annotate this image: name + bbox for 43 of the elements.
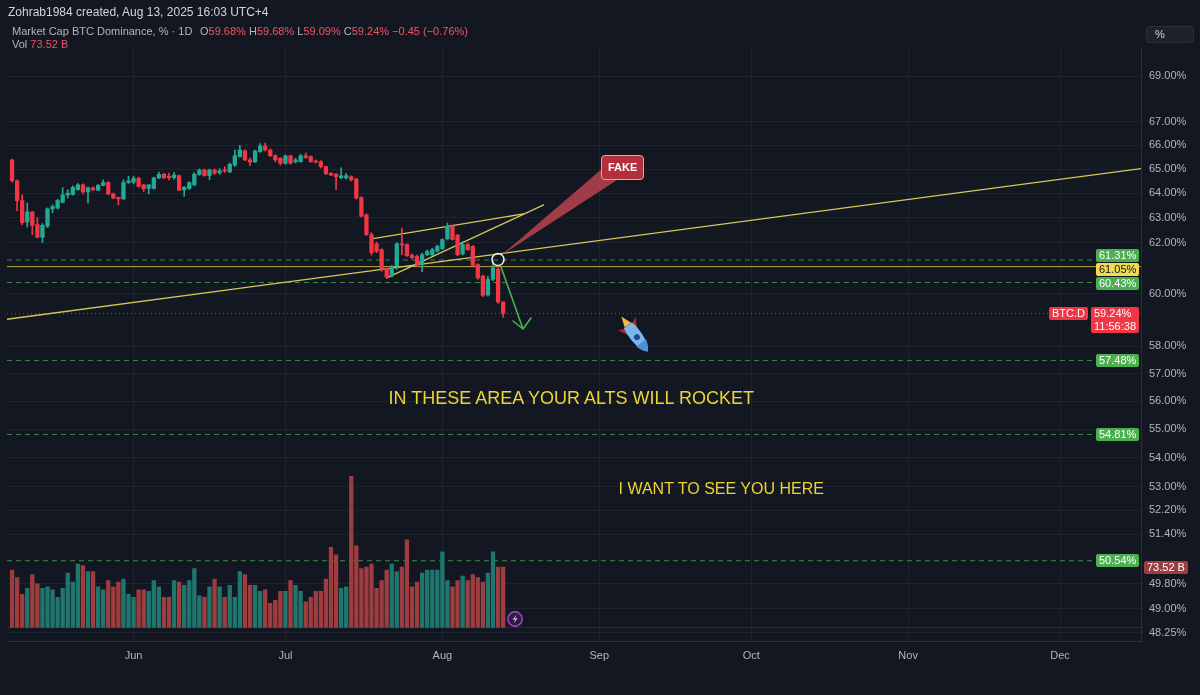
y-tick-label: 66.00% — [1149, 138, 1187, 151]
y-tick-label: 62.00% — [1149, 235, 1187, 248]
ref-line-label: 59.24% 11:56:38 — [1094, 306, 1137, 333]
ref-line-label: 61.05% — [1099, 263, 1137, 277]
y-tick-label: 60.00% — [1149, 286, 1187, 299]
ref-line-label: 61.31% — [1099, 249, 1137, 263]
y-tick-label: 48.25% — [1149, 625, 1187, 638]
annotation: FAKE — [601, 155, 645, 180]
x-tick-label: Jul — [278, 648, 293, 661]
x-tick-label: Sep — [589, 648, 610, 661]
y-tick-label: 64.00% — [1149, 186, 1187, 199]
x-tick-label: Jun — [124, 648, 143, 661]
percent-button: % — [1146, 26, 1194, 43]
annotation: I WANT TO SEE YOU HERE — [618, 480, 824, 499]
y-tick-label: 67.00% — [1149, 114, 1187, 127]
ref-line-label: 57.48% — [1099, 353, 1137, 367]
y-tick-label: 69.00% — [1149, 69, 1187, 82]
x-tick-label: Aug — [432, 648, 453, 661]
y-tick-label: 53.00% — [1149, 479, 1187, 492]
y-tick-label: 56.00% — [1149, 394, 1187, 407]
ref-line-label: 54.81% — [1099, 427, 1137, 441]
chart-title: Market Cap BTC Dominance, % · 1D — [12, 25, 193, 37]
x-tick-label: Nov — [898, 648, 919, 661]
x-tick-label: Oct — [742, 648, 760, 661]
ref-line-label: 50.54% — [1099, 554, 1137, 568]
y-tick-label: 57.00% — [1149, 366, 1187, 379]
y-tick-label: 54.00% — [1149, 450, 1187, 463]
y-tick-label: 49.80% — [1149, 576, 1187, 589]
chart-title: Vol 73.52 B — [12, 38, 69, 50]
text: O59.68% H59.68% L59.09% C59.24% −0.45 (−0.76%) — [200, 25, 468, 37]
text: Zohrab1984 created, Aug 13, 2025 16:03 UTC+4 — [8, 5, 269, 19]
text: 73.52 B — [1144, 560, 1188, 574]
y-tick-label: 58.00% — [1149, 339, 1187, 352]
y-tick-label: 51.40% — [1149, 527, 1187, 540]
y-tick-label: 52.20% — [1149, 503, 1187, 516]
y-tick-label: 63.00% — [1149, 210, 1187, 223]
y-tick-label: 49.00% — [1149, 601, 1187, 614]
annotation: BTC.D — [1049, 306, 1088, 320]
y-tick-label: 65.00% — [1149, 162, 1187, 175]
annotation: IN THESE AREA YOUR ALTS WILL ROCKET — [388, 387, 754, 409]
ref-line-label: 60.43% — [1099, 277, 1137, 291]
y-tick-label: 55.00% — [1149, 422, 1187, 435]
x-tick-label: Dec — [1050, 648, 1071, 661]
